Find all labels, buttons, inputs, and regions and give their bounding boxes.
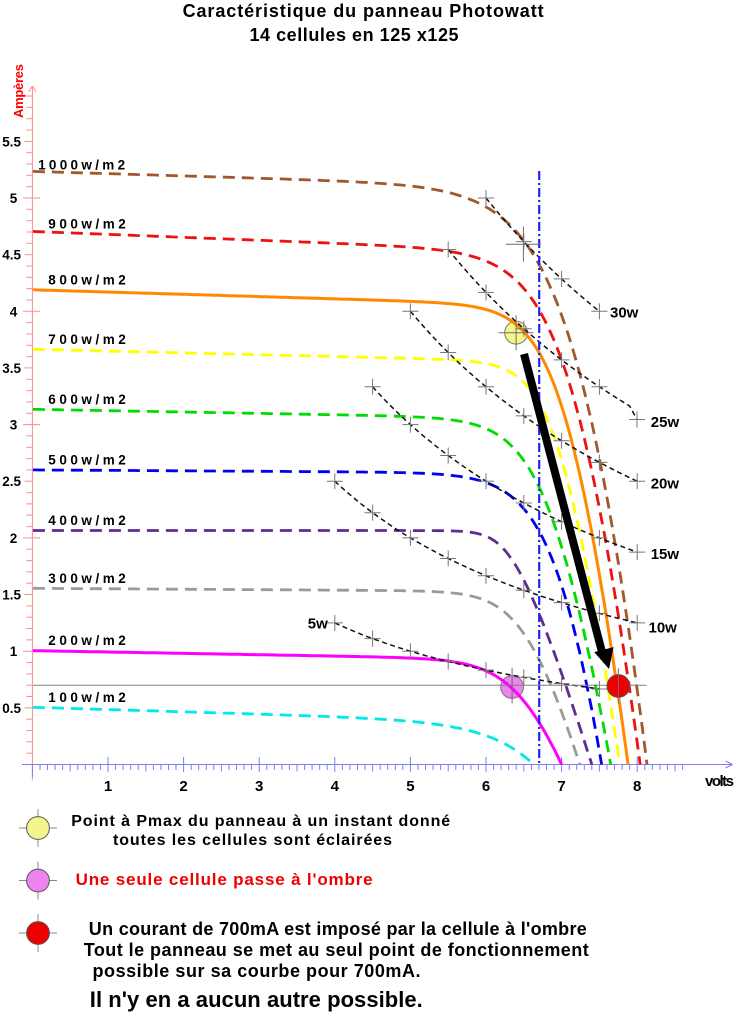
svg-text:6: 6 (482, 778, 490, 795)
svg-text:9 0 0 w / m 2: 9 0 0 w / m 2 (48, 216, 126, 231)
svg-text:Caractéristique du panneau Pho: Caractéristique du panneau Photowatt (183, 1, 544, 21)
svg-text:10w: 10w (649, 620, 678, 637)
svg-text:1 0 0 0 w / m 2: 1 0 0 0 w / m 2 (38, 157, 125, 172)
svg-text:Un courant de 700mA est imposé: Un courant de 700mA est imposé par la ce… (89, 919, 587, 939)
svg-text:4: 4 (10, 304, 18, 319)
svg-text:Une seule cellule passe à l'om: Une seule cellule passe à l'ombre (76, 870, 373, 889)
svg-text:1.5: 1.5 (2, 588, 21, 603)
svg-text:Il n'y en a aucun autre possib: Il n'y en a aucun autre possible. (90, 987, 423, 1012)
svg-text:6 0 0 w / m 2: 6 0 0 w / m 2 (48, 392, 126, 407)
svg-text:4.5: 4.5 (2, 248, 21, 263)
svg-text:15w: 15w (651, 546, 680, 563)
svg-text:8: 8 (633, 778, 641, 795)
svg-text:5: 5 (10, 191, 18, 206)
svg-text:1: 1 (104, 778, 112, 795)
svg-text:toutes les cellules sont éclai: toutes les cellules sont éclairées (113, 832, 392, 849)
svg-text:4: 4 (331, 778, 340, 795)
svg-text:3.5: 3.5 (2, 361, 21, 376)
svg-text:7: 7 (557, 778, 565, 795)
svg-text:3: 3 (10, 418, 18, 433)
svg-text:5w: 5w (308, 615, 328, 632)
svg-text:0.5: 0.5 (2, 701, 21, 716)
svg-text:2.5: 2.5 (2, 474, 21, 489)
svg-text:2: 2 (179, 778, 187, 795)
svg-text:8 0 0 w / m 2: 8 0 0 w / m 2 (48, 272, 126, 287)
svg-text:5.5: 5.5 (2, 134, 21, 149)
svg-text:2 0 0 w / m 2: 2 0 0 w / m 2 (48, 633, 126, 648)
svg-text:3: 3 (255, 778, 263, 795)
svg-text:5 0 0 w / m 2: 5 0 0 w / m 2 (48, 452, 126, 467)
svg-text:25w: 25w (651, 414, 680, 431)
svg-text:Tout le panneau se met au seul: Tout le panneau se met au seul point de … (84, 940, 589, 960)
svg-text:30w: 30w (610, 304, 639, 321)
svg-text:1: 1 (10, 644, 18, 659)
svg-text:possible sur sa courbe pour 70: possible sur sa courbe pour 700mA. (93, 961, 421, 981)
svg-text:volts: volts (705, 773, 734, 790)
svg-text:7 0 0 w / m 2: 7 0 0 w / m 2 (48, 332, 126, 347)
svg-text:Point à Pmax du panneau à un i: Point à Pmax du panneau à un instant don… (71, 813, 450, 830)
svg-text:2: 2 (10, 531, 18, 546)
svg-text:5: 5 (406, 778, 414, 795)
svg-text:1 0 0 w / m 2: 1 0 0 w / m 2 (48, 690, 126, 705)
svg-text:Ampères: Ampères (11, 64, 26, 118)
svg-text:4 0 0 w / m 2: 4 0 0 w / m 2 (48, 513, 126, 528)
svg-text:3 0 0 w / m 2: 3 0 0 w / m 2 (48, 571, 126, 586)
svg-text:14 cellules en 125 x125: 14 cellules en 125 x125 (250, 25, 459, 45)
svg-text:20w: 20w (651, 476, 680, 493)
